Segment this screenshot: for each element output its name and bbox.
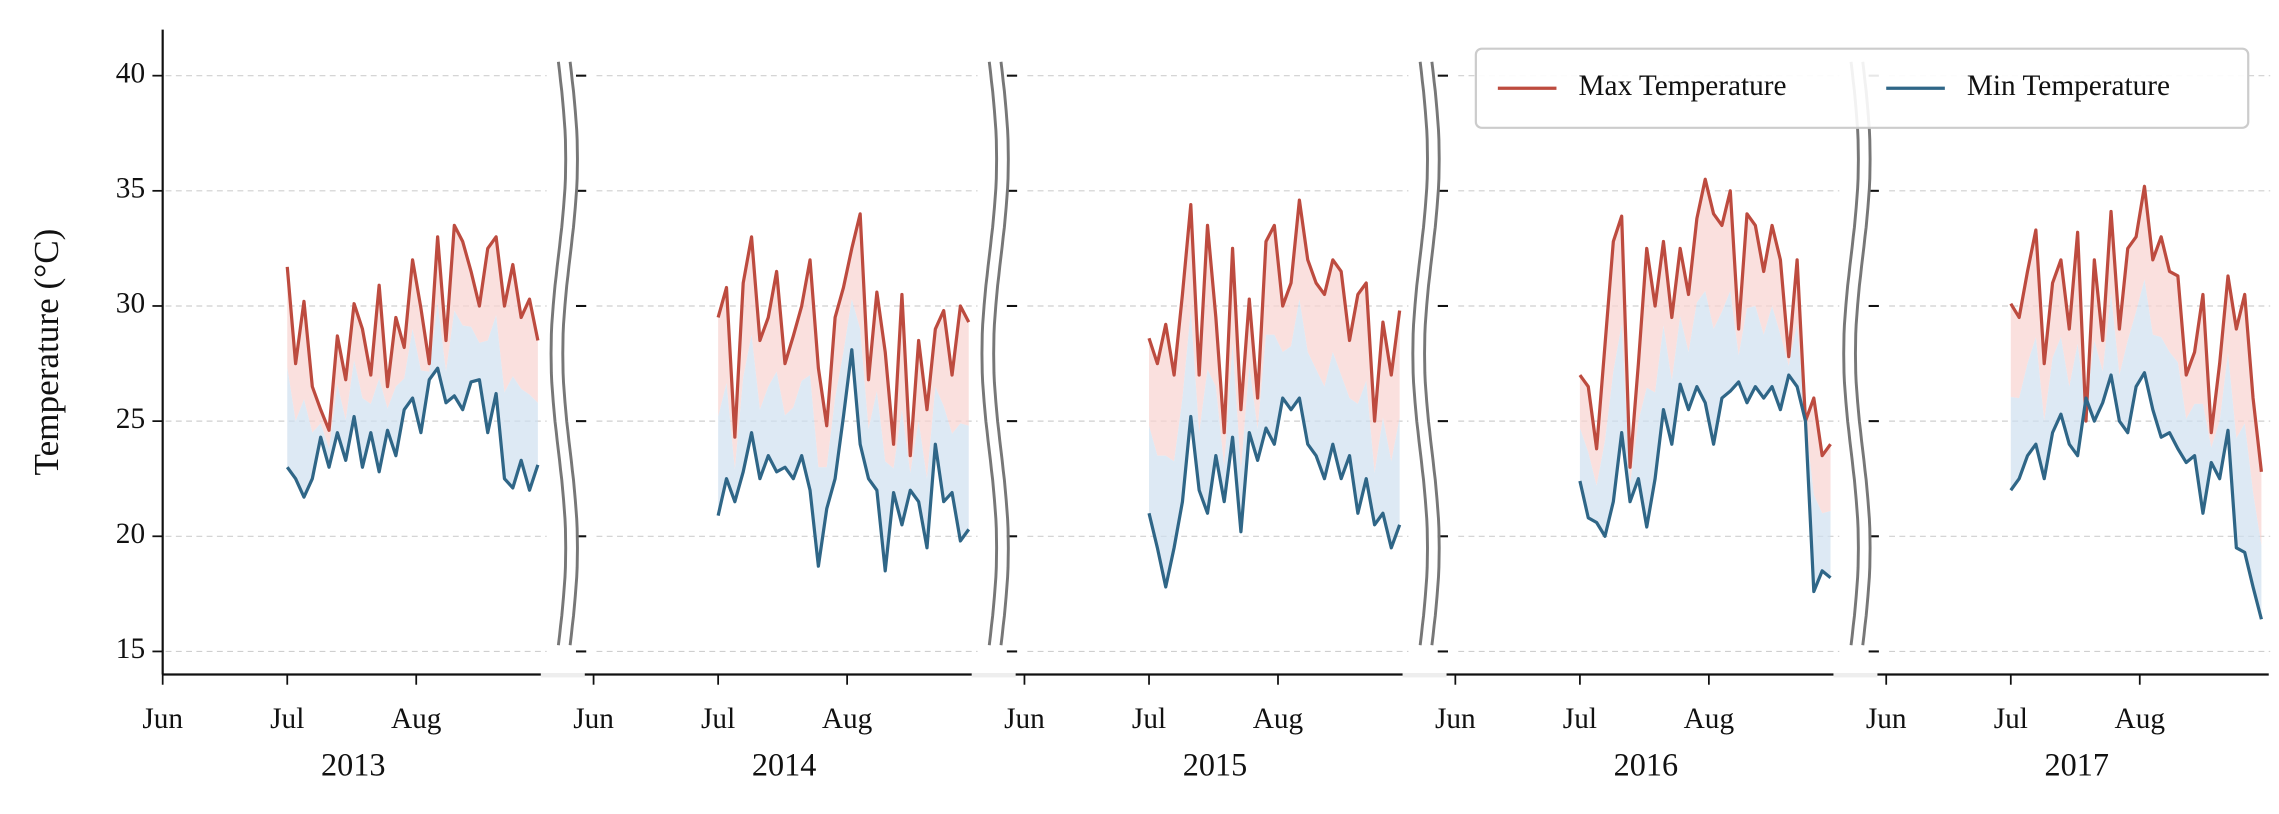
legend-label: Max Temperature bbox=[1578, 70, 1786, 102]
x-tick-label: Jun bbox=[573, 703, 614, 735]
y-tick-label: 30 bbox=[116, 288, 145, 320]
series-line bbox=[1578, 177, 1832, 469]
x-tick-label: Jul bbox=[1563, 703, 1597, 735]
axis-break bbox=[980, 61, 999, 646]
max-band bbox=[2010, 186, 2262, 546]
x-tick-label: Jul bbox=[1132, 703, 1166, 735]
lines bbox=[285, 177, 2264, 620]
axis-break bbox=[1423, 61, 1441, 646]
year-label: 2014 bbox=[752, 747, 816, 783]
y-tick-label: 20 bbox=[116, 518, 145, 550]
year-label: 2016 bbox=[1614, 747, 1678, 783]
y-tick-label: 40 bbox=[116, 57, 145, 89]
series-line bbox=[2009, 371, 2263, 620]
year-label: 2017 bbox=[2045, 747, 2109, 783]
legend-label: Min Temperature bbox=[1967, 70, 2170, 102]
min-band bbox=[1579, 291, 1831, 592]
x-tick-label: Aug bbox=[391, 703, 442, 735]
year-label: 2015 bbox=[1183, 747, 1247, 783]
y-tick-label: 35 bbox=[116, 173, 145, 205]
x-tick-label: Aug bbox=[822, 703, 873, 735]
axis-break bbox=[1411, 61, 1429, 646]
min-band bbox=[2010, 279, 2262, 620]
x-tick-label: Jun bbox=[1004, 703, 1045, 735]
series-line bbox=[716, 348, 971, 573]
x-tick-label: Aug bbox=[1684, 703, 1735, 735]
series-line bbox=[2009, 184, 2264, 472]
axis-gap bbox=[1833, 673, 1878, 678]
axis-gap bbox=[971, 673, 1016, 678]
x-tick-label: Jun bbox=[1866, 703, 1907, 735]
axis-break bbox=[1842, 61, 1860, 646]
series-line bbox=[1578, 373, 1832, 594]
legend-box bbox=[1474, 47, 2250, 129]
series-line bbox=[285, 366, 540, 499]
y-tick-label: 25 bbox=[116, 403, 145, 435]
series-line bbox=[716, 212, 971, 458]
x-tick-label: Aug bbox=[2115, 703, 2166, 735]
year-label: 2013 bbox=[321, 747, 385, 783]
x-tick-label: Jul bbox=[701, 703, 735, 735]
axis-gap bbox=[1402, 673, 1447, 678]
max-band bbox=[1579, 179, 1831, 514]
series-line bbox=[285, 223, 540, 432]
x-tick-label: Jul bbox=[270, 703, 304, 735]
x-tick-label: Jun bbox=[1435, 703, 1476, 735]
x-tick-label: Jul bbox=[1994, 703, 2028, 735]
series-line bbox=[1147, 198, 1402, 435]
series-line bbox=[1147, 396, 1402, 589]
axis-break bbox=[561, 61, 579, 646]
max-band bbox=[718, 213, 969, 479]
legend: Max Temperature Min Temperature bbox=[1474, 47, 2250, 129]
axis-gap bbox=[540, 673, 585, 678]
axis-break bbox=[1853, 61, 1872, 646]
min-band bbox=[287, 302, 538, 498]
x-tick-label: Jun bbox=[142, 703, 183, 735]
x-tick-label: Aug bbox=[1253, 703, 1304, 735]
y-axis-label: Temperature (°C) bbox=[27, 229, 66, 476]
axis-break bbox=[992, 61, 1010, 646]
axis-break bbox=[549, 61, 568, 646]
y-tick-label: 15 bbox=[116, 633, 145, 665]
